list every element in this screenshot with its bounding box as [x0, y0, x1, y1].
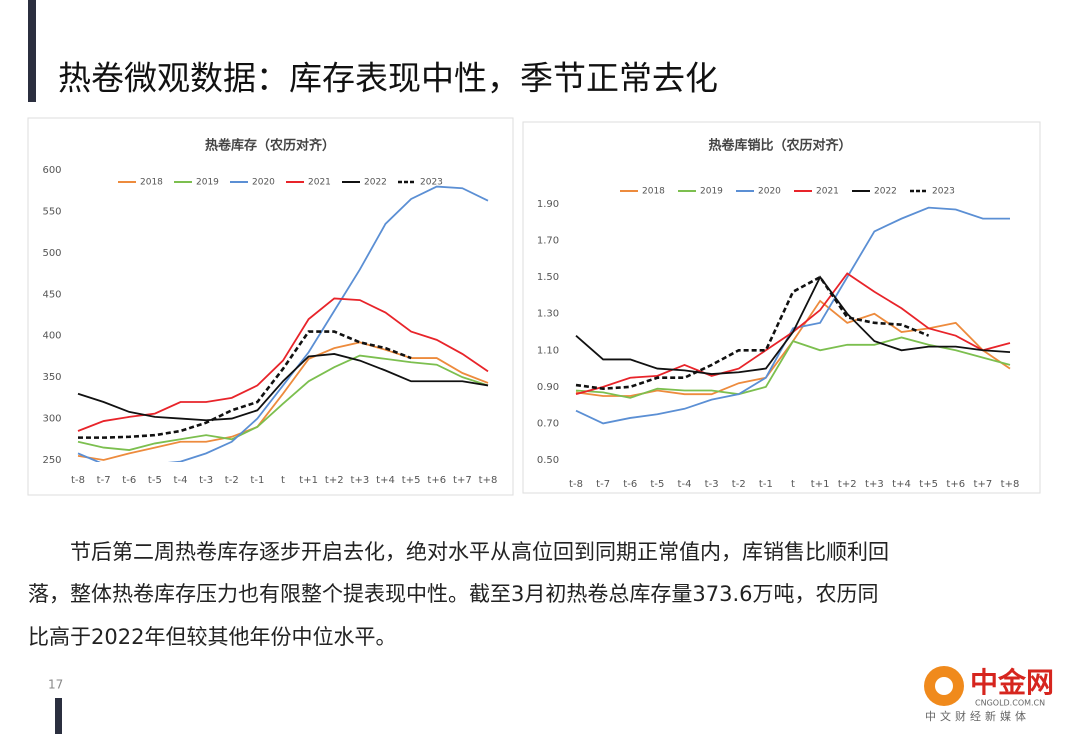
x-tick-label: t+2: [325, 475, 344, 486]
y-tick-label: 0.50: [537, 455, 559, 466]
x-tick-label: t+8: [1001, 479, 1020, 490]
paragraph-line: 比高于2022年但较其他年份中位水平。: [28, 625, 397, 649]
logo-url: CNGOLD.COM.CN: [975, 699, 1045, 708]
legend-label: 2023: [932, 187, 955, 197]
series-line: [575, 275, 1011, 375]
series-line: [575, 206, 1010, 425]
x-tick-label: t: [791, 479, 795, 490]
x-tick-label: t-8: [71, 475, 85, 486]
legend-label: 2020: [758, 187, 781, 197]
y-tick-label: 450: [42, 289, 61, 300]
x-tick-label: t-2: [225, 475, 239, 486]
x-tick-label: t-6: [623, 479, 637, 490]
chart-title: 热卷库销比（农历对齐）: [708, 138, 851, 154]
legend-label: 2020: [252, 178, 275, 188]
x-tick-label: t+8: [479, 475, 498, 486]
x-tick-label: t-7: [97, 475, 111, 486]
y-tick-label: 300: [42, 414, 61, 425]
x-tick-label: t-3: [705, 479, 719, 490]
x-tick-label: t+1: [299, 475, 318, 486]
x-tick-label: t+5: [402, 475, 421, 486]
x-tick-label: t+2: [838, 479, 857, 490]
y-tick-label: 1.30: [537, 309, 559, 320]
paragraph-line: 节后第二周热卷库存逐步开启去化，绝对水平从高位回到同期正常值内，库销售比顺利回: [70, 540, 889, 564]
x-tick-label: t+1: [811, 479, 830, 490]
x-tick-label: t+5: [919, 479, 938, 490]
x-tick-label: t-7: [596, 479, 610, 490]
paragraph-line: 落，整体热卷库存压力也有限整个提表现中性。截至3月初热卷总库存量373.6万吨，…: [28, 582, 879, 606]
chart-title: 热卷库存（农历对齐）: [205, 138, 335, 154]
y-tick-label: 600: [42, 165, 61, 176]
series-line: [77, 185, 489, 462]
x-tick-label: t-8: [569, 479, 583, 490]
legend-label: 2019: [196, 178, 219, 188]
legend-label: 2022: [364, 178, 387, 188]
x-tick-label: t+7: [453, 475, 472, 486]
x-tick-label: t-3: [199, 475, 213, 486]
heading: 热卷微观数据：库存表现中性，季节正常去化: [58, 59, 718, 98]
y-tick-label: 1.50: [537, 272, 559, 283]
y-tick-label: 550: [42, 206, 61, 217]
logo-name: 中金网: [970, 666, 1054, 699]
logo-tagline: 中文财经新媒体: [925, 709, 1030, 723]
page-number: 17: [48, 678, 63, 692]
y-tick-label: 250: [42, 455, 61, 466]
x-tick-label: t-1: [250, 475, 264, 486]
legend-label: 2019: [700, 187, 723, 197]
chart-frame: [522, 121, 1041, 494]
x-tick-label: t-5: [650, 479, 664, 490]
legend-label: 2022: [874, 187, 897, 197]
y-tick-label: 1.90: [537, 199, 559, 210]
chart-frame: [27, 117, 514, 496]
legend-label: 2018: [642, 187, 665, 197]
x-tick-label: t+6: [946, 479, 965, 490]
legend-label: 2018: [140, 178, 163, 188]
series-line: [78, 330, 412, 439]
x-tick-label: t-2: [732, 479, 746, 490]
series-line: [77, 353, 489, 422]
x-tick-label: t+4: [892, 479, 911, 490]
y-tick-label: 0.90: [537, 382, 559, 393]
x-tick-label: t-4: [174, 475, 188, 486]
series-line: [575, 275, 930, 390]
legend-label: 2021: [308, 178, 331, 188]
footer-bar: [55, 698, 62, 734]
x-tick-label: t+3: [351, 475, 370, 486]
x-tick-label: t-5: [148, 475, 162, 486]
y-tick-label: 0.70: [537, 418, 559, 429]
x-tick-label: t-4: [678, 479, 692, 490]
legend-label: 2021: [816, 187, 839, 197]
logo-icon: [935, 677, 953, 695]
y-tick-label: 400: [42, 331, 61, 342]
x-tick-label: t+4: [376, 475, 395, 486]
x-tick-label: t: [281, 475, 285, 486]
title-bar: [28, 0, 36, 102]
legend-label: 2023: [420, 178, 443, 188]
y-tick-label: 1.10: [537, 345, 559, 356]
series-line: [77, 354, 489, 451]
y-tick-label: 1.70: [537, 236, 559, 247]
x-tick-label: t-1: [759, 479, 773, 490]
x-tick-label: t-6: [122, 475, 136, 486]
x-tick-label: t+7: [974, 479, 993, 490]
x-tick-label: t+3: [865, 479, 884, 490]
x-tick-label: t+6: [427, 475, 446, 486]
series-line: [77, 341, 489, 461]
y-tick-label: 500: [42, 248, 61, 259]
y-tick-label: 350: [42, 372, 61, 383]
